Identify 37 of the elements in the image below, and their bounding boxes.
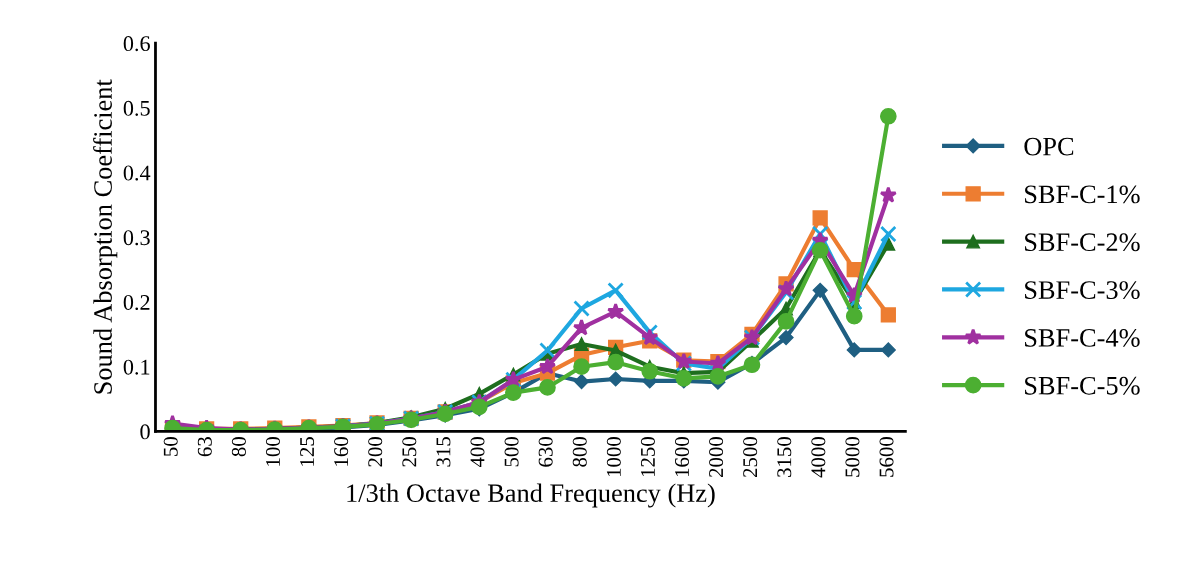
y-tick-label: 0.1 xyxy=(123,359,150,375)
x-tick-label: 5000 xyxy=(845,437,860,477)
x-tick-label: 100 xyxy=(265,437,280,466)
x-tick-label: 200 xyxy=(368,437,383,467)
x-tick-label: 500 xyxy=(504,437,519,467)
x-tick-label: 4000 xyxy=(811,437,826,478)
x-axis-title: 1/3th Octave Band Frequency (Hz) xyxy=(347,483,715,508)
x-tick-label: 63 xyxy=(197,437,212,457)
x-tick-label: 1000 xyxy=(606,437,621,477)
y-tick-label: 0.4 xyxy=(123,165,151,181)
legend-label: SBF-C-4% xyxy=(1025,328,1140,347)
x-tick-label: 1600 xyxy=(674,437,690,477)
y-tick-label: 0.3 xyxy=(123,230,150,246)
x-tick-label: 160 xyxy=(334,437,349,466)
x-tick-label: 125 xyxy=(300,437,315,466)
x-tick-label: 250 xyxy=(402,437,417,467)
x-tick-label: 2000 xyxy=(709,437,724,478)
legend-label: OPC xyxy=(1024,137,1074,156)
x-tick-label: 1250 xyxy=(640,437,655,477)
y-tick-label: 0 xyxy=(140,424,150,440)
legend-label: SBF-C-2% xyxy=(1025,233,1140,252)
y-tick-label: 0.6 xyxy=(123,36,150,52)
x-tick-label: 2500 xyxy=(743,437,758,478)
x-tick-label: 630 xyxy=(538,437,553,467)
x-tick-label: 400 xyxy=(470,437,485,468)
legend-label: SBF-C-3% xyxy=(1025,281,1140,300)
legend-label: SBF-C-5% xyxy=(1025,376,1140,395)
x-tick-label: 315 xyxy=(436,437,451,467)
x-tick-label: 5600 xyxy=(879,437,894,477)
y-tick-label: 0.2 xyxy=(123,294,150,311)
y-axis-title: Sound Absorption Coefficient xyxy=(93,79,118,394)
x-tick-label: 3150 xyxy=(777,437,792,477)
x-tick-label: 50 xyxy=(163,437,178,456)
x-tick-label: 800 xyxy=(572,437,587,467)
legend-label: SBF-C-1% xyxy=(1025,185,1140,204)
y-tick-label: 0.5 xyxy=(123,100,150,116)
x-tick-label: 80 xyxy=(231,437,246,457)
